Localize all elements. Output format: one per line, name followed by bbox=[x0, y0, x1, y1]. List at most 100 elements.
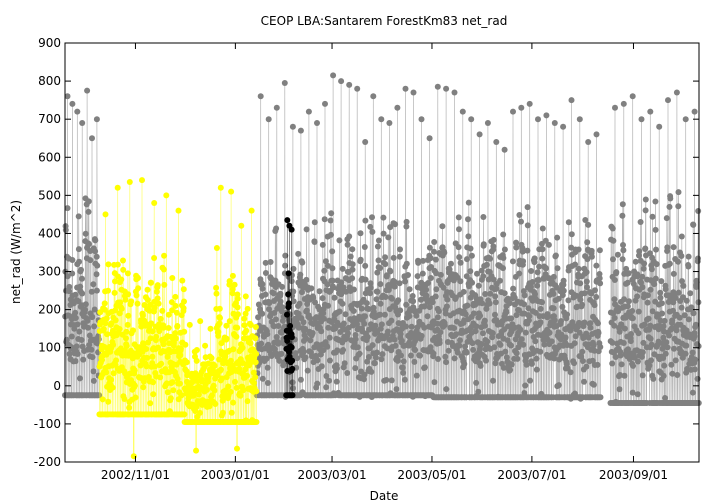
data-point bbox=[311, 219, 318, 226]
data-point bbox=[253, 351, 260, 357]
data-point bbox=[272, 316, 279, 323]
data-point bbox=[333, 378, 340, 385]
data-point bbox=[661, 362, 668, 369]
data-point bbox=[306, 315, 313, 322]
data-point bbox=[352, 365, 359, 372]
data-point bbox=[673, 327, 680, 334]
data-point bbox=[454, 349, 461, 356]
data-point bbox=[652, 198, 659, 205]
data-point bbox=[445, 347, 452, 354]
data-point bbox=[90, 368, 97, 375]
data-point bbox=[321, 315, 327, 322]
data-point bbox=[114, 261, 121, 268]
data-point bbox=[520, 341, 527, 348]
data-point bbox=[413, 312, 420, 319]
data-point bbox=[82, 306, 89, 313]
data-point bbox=[288, 344, 295, 351]
data-point bbox=[624, 279, 631, 286]
data-point bbox=[341, 360, 348, 367]
data-point bbox=[490, 236, 497, 243]
data-point bbox=[527, 283, 534, 290]
data-point bbox=[129, 355, 136, 362]
data-point bbox=[439, 223, 446, 230]
data-point bbox=[395, 297, 402, 304]
data-point bbox=[579, 348, 586, 355]
data-point bbox=[648, 266, 655, 273]
data-point bbox=[381, 311, 388, 318]
data-point bbox=[436, 340, 443, 346]
data-point bbox=[579, 358, 586, 364]
data-point bbox=[673, 89, 680, 96]
data-point bbox=[392, 342, 399, 349]
data-point bbox=[362, 217, 369, 224]
data-point bbox=[398, 337, 405, 344]
data-point bbox=[621, 372, 628, 379]
data-point bbox=[476, 131, 483, 138]
data-point bbox=[75, 213, 82, 220]
data-point bbox=[227, 357, 234, 364]
data-point bbox=[285, 291, 292, 298]
data-point bbox=[694, 375, 701, 382]
data-point bbox=[124, 270, 131, 277]
data-point bbox=[125, 291, 132, 298]
data-point bbox=[695, 255, 701, 262]
data-point bbox=[241, 315, 248, 322]
data-point bbox=[131, 367, 138, 374]
data-point bbox=[462, 343, 469, 350]
data-point bbox=[659, 345, 666, 352]
data-point bbox=[134, 275, 141, 282]
data-point bbox=[213, 245, 220, 251]
data-point bbox=[250, 369, 257, 376]
data-point bbox=[382, 254, 389, 261]
data-point bbox=[649, 308, 656, 315]
data-point bbox=[575, 265, 582, 272]
data-point bbox=[539, 246, 546, 253]
data-point bbox=[262, 259, 269, 266]
data-point bbox=[456, 226, 462, 233]
data-point bbox=[593, 262, 600, 269]
data-point bbox=[554, 234, 561, 241]
data-point bbox=[371, 360, 378, 367]
data-point bbox=[154, 295, 161, 302]
data-point bbox=[327, 357, 333, 364]
data-point bbox=[501, 146, 508, 153]
data-point bbox=[510, 285, 517, 292]
data-point bbox=[321, 267, 328, 274]
data-point bbox=[263, 355, 270, 362]
data-point bbox=[537, 348, 544, 355]
data-point bbox=[90, 281, 97, 288]
data-point bbox=[320, 347, 327, 354]
data-point bbox=[372, 354, 379, 361]
series bbox=[62, 72, 702, 406]
data-point bbox=[88, 288, 95, 295]
data-point bbox=[358, 305, 365, 312]
data-point bbox=[365, 354, 372, 360]
data-point bbox=[582, 217, 589, 223]
data-point bbox=[659, 310, 666, 317]
data-point bbox=[75, 298, 82, 305]
data-point bbox=[276, 357, 283, 364]
data-point bbox=[620, 247, 627, 254]
data-point bbox=[273, 225, 280, 232]
data-point bbox=[539, 299, 546, 306]
data-point bbox=[110, 370, 117, 377]
data-point bbox=[513, 239, 520, 246]
data-point bbox=[99, 396, 106, 403]
data-point bbox=[330, 284, 337, 291]
data-point bbox=[675, 203, 682, 210]
data-point bbox=[329, 265, 336, 272]
data-point bbox=[679, 278, 685, 285]
data-point bbox=[167, 395, 174, 402]
data-point bbox=[664, 344, 671, 351]
data-point bbox=[84, 87, 91, 94]
data-point bbox=[349, 266, 356, 273]
data-point bbox=[205, 360, 212, 367]
data-point bbox=[349, 261, 356, 268]
data-point bbox=[658, 300, 665, 307]
data-point bbox=[413, 372, 420, 379]
data-point bbox=[484, 120, 491, 126]
data-point bbox=[361, 376, 367, 383]
data-point bbox=[367, 290, 374, 297]
data-point bbox=[105, 287, 111, 294]
data-point bbox=[74, 108, 81, 115]
